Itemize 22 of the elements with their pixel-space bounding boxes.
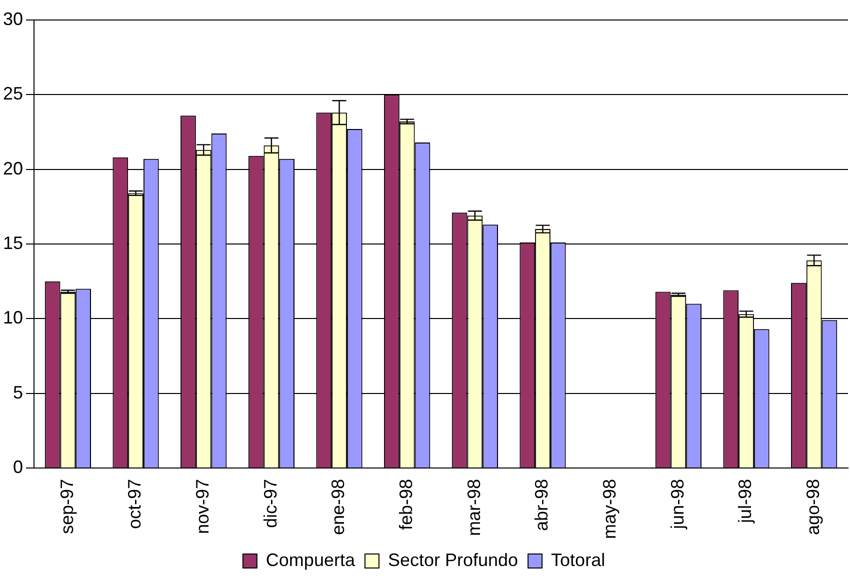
x-tick-label: jul-98 xyxy=(735,478,756,524)
y-tick-label: 5 xyxy=(13,382,24,402)
x-tick-label: jun-98 xyxy=(667,478,688,530)
y-tick-label: 30 xyxy=(2,8,24,29)
x-tick-label: abr-98 xyxy=(532,478,552,532)
legend-label: Totoral xyxy=(551,550,606,570)
legend-label: Sector Profundo xyxy=(388,550,518,570)
x-tick-label: dic-97 xyxy=(260,478,280,528)
x-tick-label: ene-98 xyxy=(328,478,348,536)
legend-label: Compuerta xyxy=(266,550,356,570)
y-tick-label: 0 xyxy=(13,456,24,477)
x-tick-label: nov-97 xyxy=(192,478,213,534)
y-tick-label: 20 xyxy=(2,158,24,178)
y-tick-label: 10 xyxy=(2,308,24,328)
x-tick-label: oct-97 xyxy=(124,478,145,530)
x-tick-label: may-98 xyxy=(600,478,620,540)
x-tick-label: mar-98 xyxy=(464,478,484,536)
y-tick-label: 15 xyxy=(2,232,24,253)
x-tick-label: feb-98 xyxy=(396,478,416,530)
y-tick-label: 25 xyxy=(2,84,24,104)
x-tick-label: sep-97 xyxy=(56,478,77,534)
x-tick-label: ago-98 xyxy=(803,478,824,536)
